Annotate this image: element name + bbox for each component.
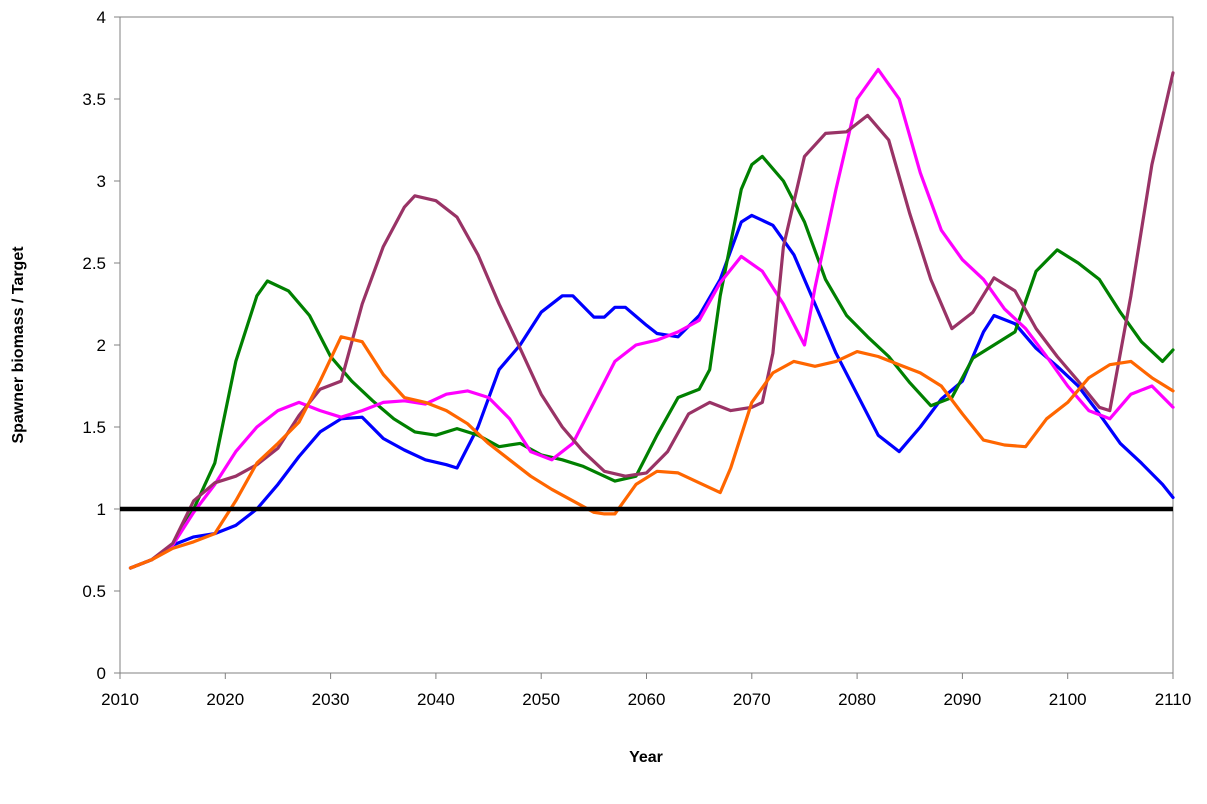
x-tick-label: 2080	[838, 690, 876, 709]
y-axis-title: Spawner biomass / Target	[10, 246, 27, 444]
x-tick-label: 2070	[733, 690, 771, 709]
series-line-3	[128, 67, 1175, 570]
x-tick-label: 2100	[1049, 690, 1087, 709]
x-tick-label: 2030	[312, 690, 350, 709]
y-tick-label: 0.5	[82, 582, 106, 601]
y-tick-label: 2.5	[82, 254, 106, 273]
y-tick-label: 3.5	[82, 90, 106, 109]
x-tick-label: 2050	[522, 690, 560, 709]
series-line-2	[128, 154, 1175, 570]
tick-labels: 0 0.5 1 1.5 2 2.5 3 3.5 4 2010 2020 2030 2040 2050 206…	[82, 8, 1191, 709]
x-tick-label: 2020	[206, 690, 244, 709]
y-tick-label: 2	[97, 336, 106, 355]
series-layer	[128, 67, 1175, 570]
y-tick-label: 4	[97, 8, 106, 27]
x-tick-label: 2060	[628, 690, 666, 709]
x-tick-label: 2010	[101, 690, 139, 709]
series-line-1	[128, 213, 1175, 570]
plot-area-frame	[119, 16, 1174, 674]
x-axis-title: Year	[629, 749, 663, 766]
y-tick-label: 1	[97, 500, 106, 519]
series-line-5	[128, 335, 1175, 570]
y-tick-label: 0	[97, 664, 106, 683]
y-tick-label: 1.5	[82, 418, 106, 437]
axes	[119, 16, 1174, 674]
y-tick-label: 3	[97, 172, 106, 191]
x-tick-label: 2090	[943, 690, 981, 709]
x-tick-label: 2110	[1155, 690, 1192, 709]
x-tick-label: 2040	[417, 690, 455, 709]
